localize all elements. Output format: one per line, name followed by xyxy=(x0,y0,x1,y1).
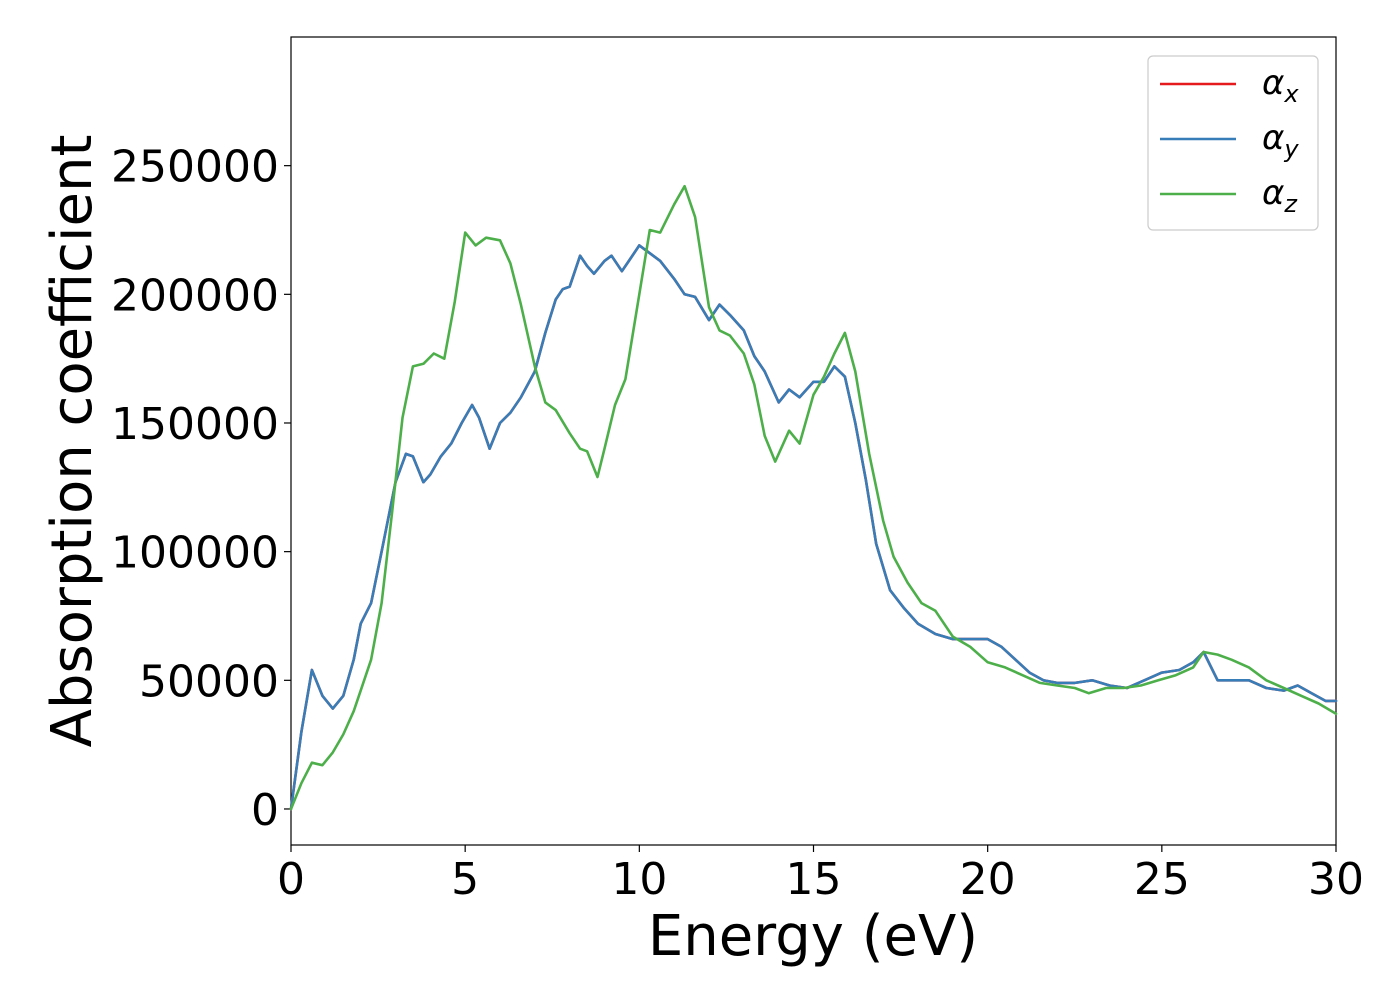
x-tick-label: 5 xyxy=(451,854,479,905)
x-tick-label: 0 xyxy=(277,854,305,905)
y-axis-title: Absorption coefficient xyxy=(40,135,105,748)
y-tick-label: 250000 xyxy=(111,142,279,193)
x-tick-label: 25 xyxy=(1134,854,1190,905)
legend-subscript: x xyxy=(1283,80,1299,108)
y-axis-ticks: 0 50000 100000 150000 200000 250000 xyxy=(111,142,291,836)
x-axis-title: Energy (eV) xyxy=(648,904,978,969)
legend-label-z: αz xyxy=(1262,173,1298,218)
series-line-x xyxy=(289,244,1338,811)
legend-label-x: αx xyxy=(1262,63,1299,108)
x-tick-label: 20 xyxy=(960,854,1016,905)
y-tick-label: 100000 xyxy=(111,528,279,579)
chart-axes: 0 5 10 15 20 25 30 0 50000 100000 150000 200000 250… xyxy=(111,36,1364,905)
legend-symbol: α xyxy=(1262,173,1284,213)
y-tick-label: 150000 xyxy=(111,399,279,450)
y-tick-label: 0 xyxy=(251,785,279,836)
series-line-y xyxy=(289,244,1338,811)
legend-symbol: α xyxy=(1262,63,1284,103)
y-tick-label: 50000 xyxy=(139,656,279,707)
y-tick-label: 200000 xyxy=(111,270,279,321)
x-tick-label: 30 xyxy=(1308,854,1364,905)
legend-subscript: y xyxy=(1283,135,1299,163)
legend-label-y: αy xyxy=(1262,118,1299,163)
x-axis-ticks: 0 5 10 15 20 25 30 xyxy=(277,845,1364,905)
x-tick-label: 15 xyxy=(786,854,842,905)
series-lines xyxy=(289,184,1338,811)
legend-subscript: z xyxy=(1283,190,1298,218)
legend-symbol: α xyxy=(1262,118,1284,158)
x-tick-label: 10 xyxy=(611,854,667,905)
legend-box xyxy=(1147,55,1319,231)
series-line-z xyxy=(289,184,1338,811)
